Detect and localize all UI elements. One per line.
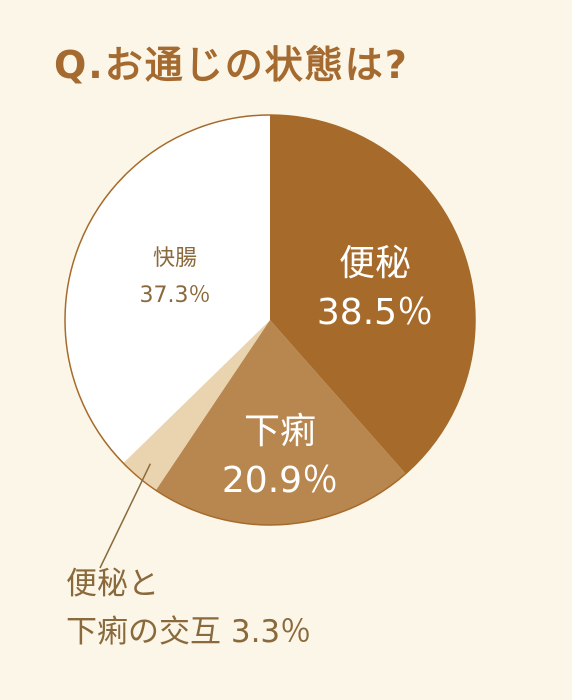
label-normal: 快腸 37.3％ (120, 240, 230, 315)
pie-outline (64, 114, 476, 526)
slice-alternating (123, 320, 270, 491)
label-normal-value: 37.3％ (139, 283, 211, 309)
leader-line-alternating (99, 463, 152, 569)
label-diarrhea-value: 20.9％ (221, 459, 339, 501)
slice-diarrhea (155, 320, 406, 525)
label-alternating-line2: 下痢の交互 3.3％ (66, 614, 312, 651)
label-normal-name: 快腸 (152, 246, 197, 271)
label-diarrhea: 下痢 20.9％ (200, 408, 360, 505)
slice-constipation (270, 115, 475, 474)
label-constipation: 便秘 38.5％ (295, 240, 455, 337)
label-constipation-value: 38.5％ (316, 291, 434, 333)
label-diarrhea-name: 下痢 (243, 411, 316, 452)
chart-title: Q.お通じの状態は? (54, 43, 409, 87)
label-alternating: 便秘と 下痢の交互 3.3％ (66, 560, 311, 656)
slice-normal (64, 114, 271, 464)
label-alternating-line1: 便秘と (66, 566, 159, 602)
label-constipation-name: 便秘 (338, 243, 411, 284)
